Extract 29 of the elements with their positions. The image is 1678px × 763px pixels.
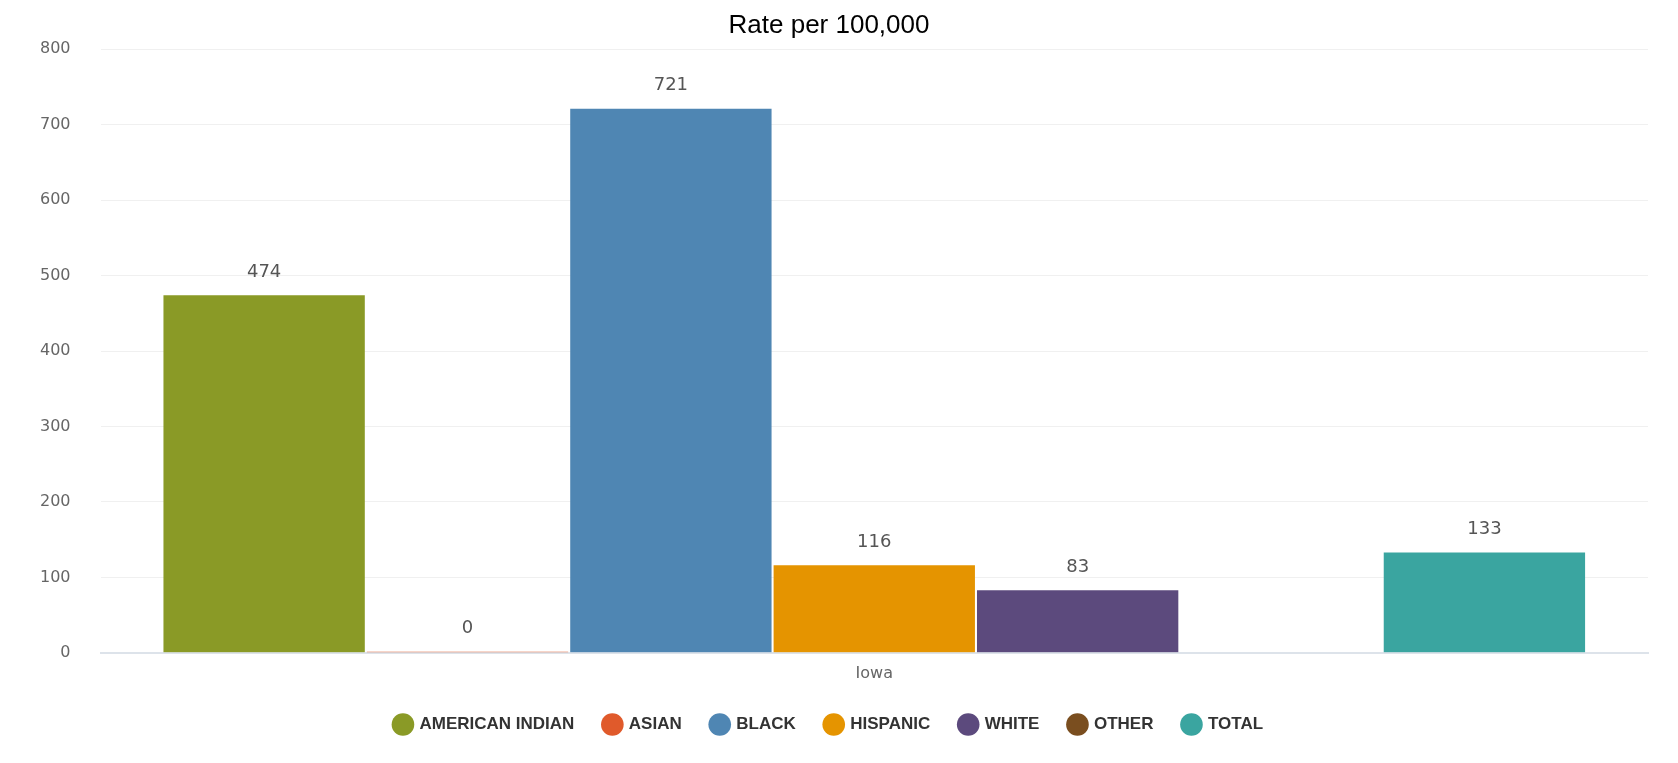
bar (773, 565, 975, 653)
y-tick-label: 600 (39, 189, 71, 209)
data-label: 474 (246, 259, 282, 281)
y-tick-label: 100 (39, 566, 71, 586)
y-tick-label: 300 (39, 415, 71, 435)
y-tick-label: 500 (39, 264, 71, 284)
legend-label: WHITE (984, 714, 1040, 734)
data-label: 0 (461, 616, 474, 638)
legend-label: BLACK (736, 714, 797, 734)
y-tick-label: 0 (60, 641, 71, 661)
y-tick-label: 800 (39, 38, 71, 58)
y-tick-label: 400 (39, 340, 71, 360)
data-label: 83 (1066, 554, 1090, 576)
bar (163, 295, 365, 653)
legend-label: AMERICAN INDIAN (419, 714, 575, 734)
bar (976, 590, 1179, 653)
y-tick-label: 700 (39, 113, 71, 133)
x-tick-label: Iowa (855, 662, 893, 682)
bar (1383, 552, 1586, 653)
legend-label: OTHER (1093, 714, 1154, 734)
data-label: 721 (653, 73, 689, 95)
bar (570, 108, 772, 653)
legend-label: ASIAN (628, 714, 682, 734)
y-tick-label: 200 (39, 491, 71, 511)
data-label: 133 (1467, 517, 1502, 539)
data-label: 116 (857, 529, 892, 551)
chart-title: Rate per 100,000 (728, 8, 930, 39)
legend-label: HISPANIC (850, 714, 931, 734)
legend-label: TOTAL (1207, 714, 1264, 734)
